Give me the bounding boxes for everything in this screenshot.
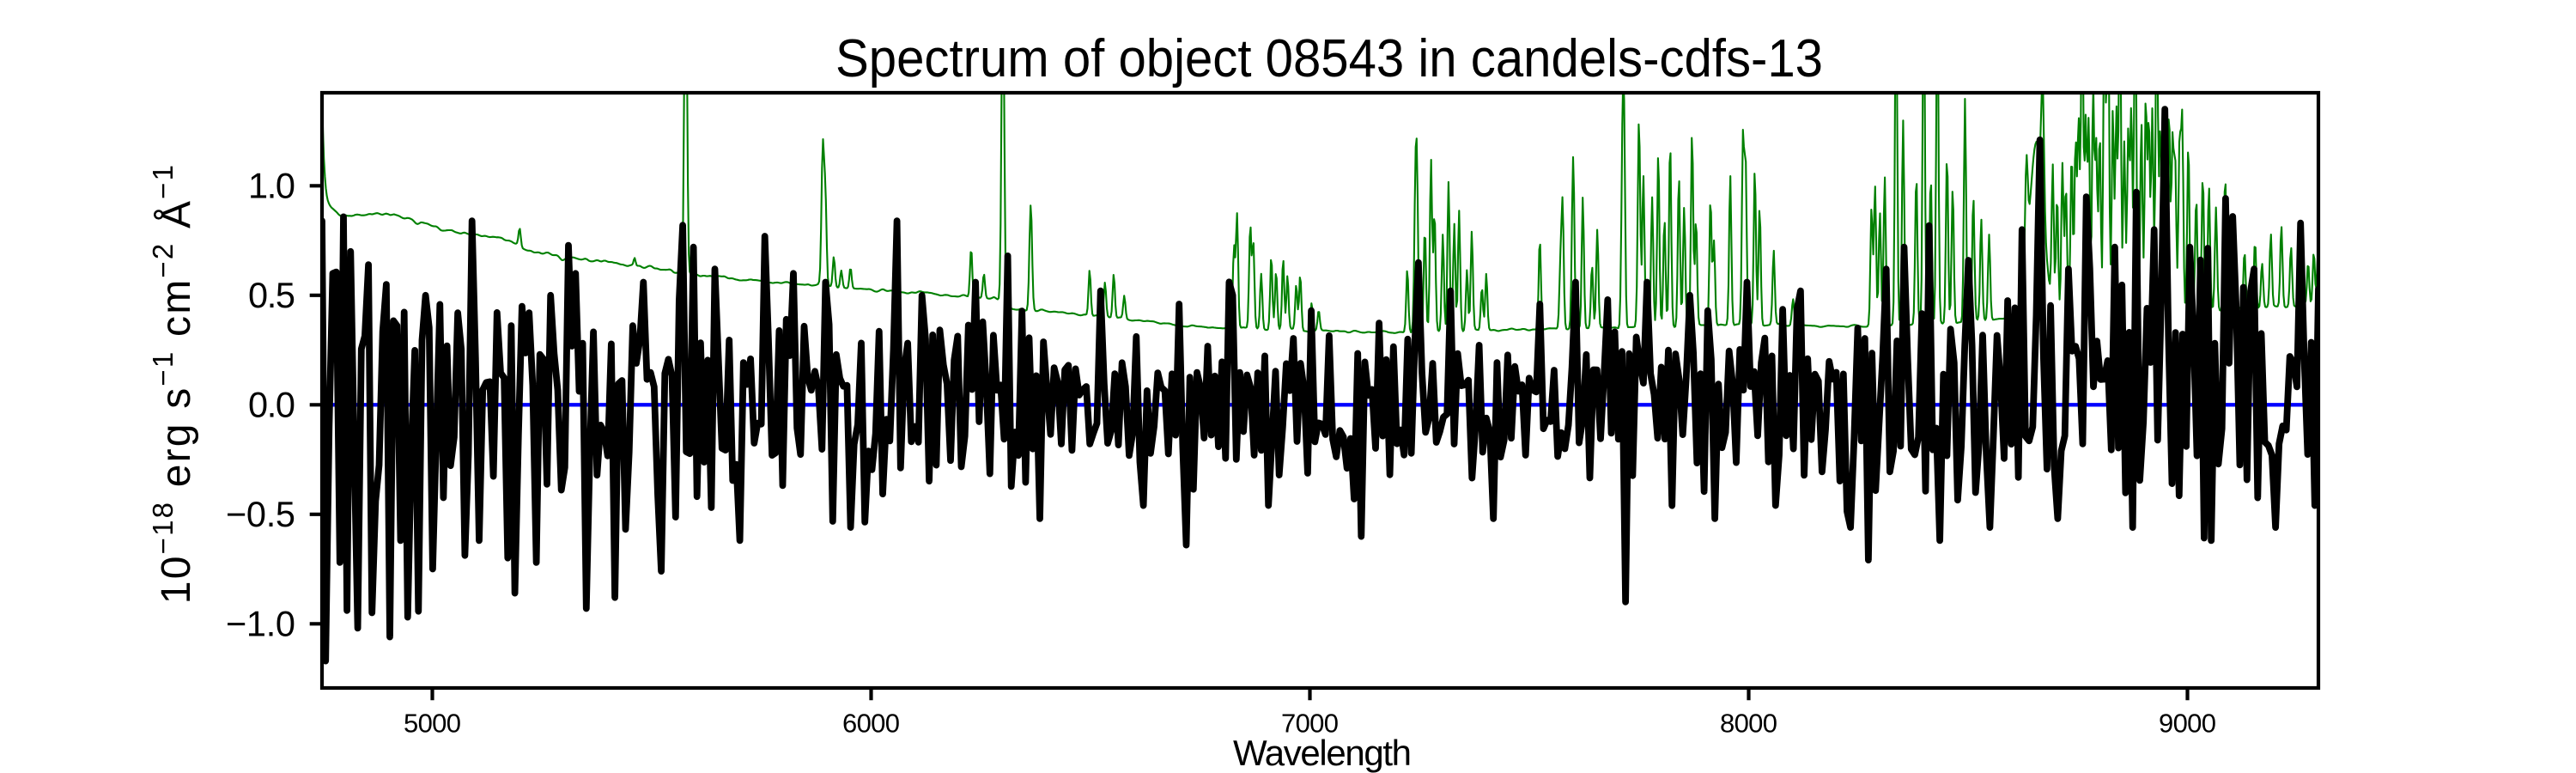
- svg-text:1.0: 1.0: [248, 166, 295, 206]
- svg-text:6000: 6000: [842, 709, 900, 739]
- svg-text:Wavelength: Wavelength: [1233, 733, 1412, 773]
- svg-text:0.0: 0.0: [248, 385, 295, 425]
- svg-text:−1.0: −1.0: [226, 604, 295, 644]
- svg-text:−0.5: −0.5: [226, 494, 295, 534]
- svg-text:0.5: 0.5: [248, 275, 295, 315]
- svg-text:8000: 8000: [1720, 709, 1777, 739]
- svg-text:Spectrum of object 08543 in ca: Spectrum of object 08543 in candels-cdfs…: [835, 29, 1823, 88]
- svg-text:9000: 9000: [2159, 709, 2216, 739]
- svg-text:5000: 5000: [404, 709, 461, 739]
- svg-text:7000: 7000: [1281, 709, 1339, 739]
